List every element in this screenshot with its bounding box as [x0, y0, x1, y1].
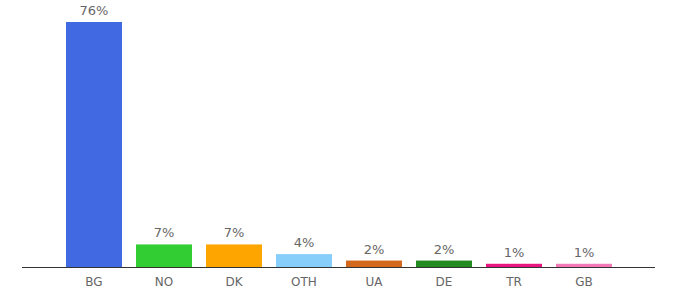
bars	[66, 22, 612, 267]
bar	[136, 244, 192, 267]
chart: 76% BG 7% NO 7% DK 4% OTH 2% UA 2% DE 1% TR 1% GB	[0, 0, 680, 300]
data-label: 4%	[294, 235, 315, 250]
x-tick-label: NO	[155, 275, 173, 289]
bar	[346, 261, 402, 267]
x-tick-label: TR	[505, 275, 522, 289]
bar	[276, 254, 332, 267]
data-label: 2%	[434, 242, 455, 257]
data-label: 1%	[504, 245, 525, 260]
x-axis-line	[22, 267, 655, 268]
x-tick-label: DE	[436, 275, 453, 289]
x-tick-label: GB	[575, 275, 593, 289]
bar	[206, 244, 262, 267]
bar	[556, 264, 612, 267]
data-label: 7%	[224, 225, 245, 240]
x-tick-label: OTH	[291, 275, 317, 289]
data-label: 7%	[154, 225, 175, 240]
chart-container: 76% BG 7% NO 7% DK 4% OTH 2% UA 2% DE 1% TR 1% GB	[0, 0, 680, 300]
data-label: 2%	[364, 242, 385, 257]
labels: 76% BG 7% NO 7% DK 4% OTH 2% UA 2% DE 1% TR 1% GB	[80, 3, 595, 289]
x-tick-label: UA	[366, 275, 384, 289]
bar	[416, 261, 472, 267]
bar	[486, 264, 542, 267]
x-tick-label: DK	[225, 275, 243, 289]
x-tick-label: BG	[85, 275, 102, 289]
bar	[66, 22, 122, 267]
data-label: 1%	[574, 245, 595, 260]
data-label: 76%	[80, 3, 109, 18]
